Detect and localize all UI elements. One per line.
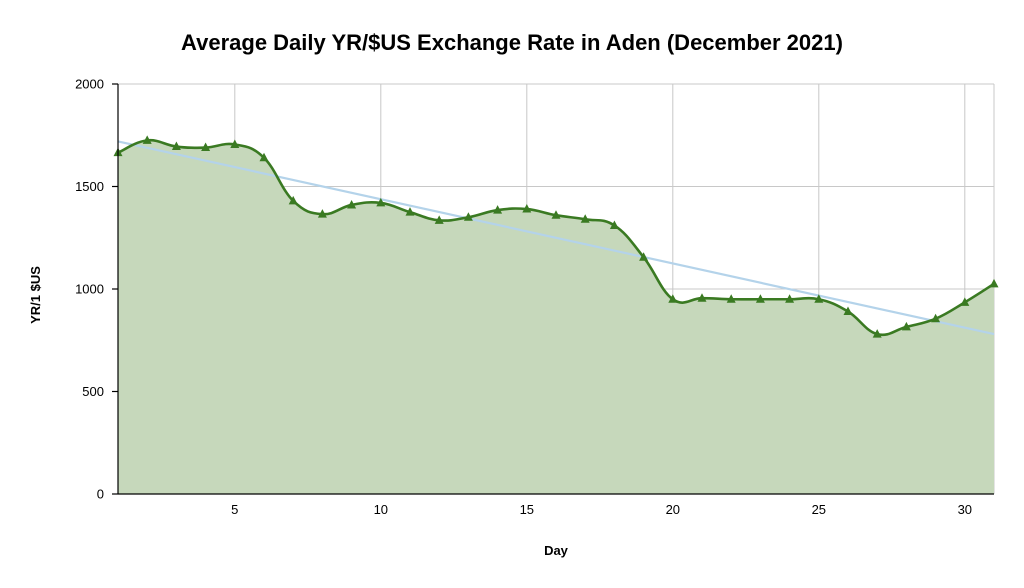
- data-point: [668, 294, 678, 303]
- data-point: [551, 210, 561, 219]
- data-point: [347, 199, 357, 209]
- x-tick-label: 25: [812, 502, 826, 517]
- y-axis-label: YR/1 $US: [28, 266, 43, 324]
- data-point: [639, 252, 649, 261]
- data-point: [463, 212, 473, 221]
- data-point: [843, 306, 853, 316]
- y-tick-label: 1500: [75, 179, 104, 194]
- markers-layer: [113, 135, 999, 338]
- data-point: [726, 294, 736, 303]
- area-layer: [118, 140, 994, 494]
- data-point: [230, 139, 240, 148]
- y-tick-label: 2000: [75, 77, 104, 92]
- x-tick-label: 5: [231, 502, 238, 517]
- y-tick-label: 0: [97, 487, 104, 502]
- data-point: [960, 297, 970, 306]
- data-point: [814, 294, 824, 303]
- y-tick-label: 1000: [75, 282, 104, 297]
- data-point: [901, 321, 911, 331]
- data-point: [697, 293, 707, 302]
- data-point: [142, 135, 152, 144]
- x-axis-label: Day: [544, 543, 569, 558]
- data-point: [405, 207, 415, 216]
- data-point: [931, 313, 941, 323]
- data-point: [872, 329, 882, 338]
- data-point: [493, 205, 503, 214]
- data-point: [580, 214, 590, 223]
- data-point: [259, 152, 269, 162]
- axes: [112, 83, 994, 495]
- data-point: [288, 195, 298, 205]
- x-tick-label: 30: [958, 502, 972, 517]
- data-point: [171, 141, 181, 151]
- data-point: [989, 278, 999, 288]
- x-tick-label: 15: [520, 502, 534, 517]
- x-tick-label: 10: [374, 502, 388, 517]
- data-point: [201, 142, 211, 152]
- data-point: [376, 197, 386, 207]
- x-tick-label: 20: [666, 502, 680, 517]
- data-point: [434, 215, 444, 224]
- trendline-layer: [117, 140, 995, 336]
- chart-title: Average Daily YR/$US Exchange Rate in Ad…: [181, 30, 843, 55]
- data-point: [609, 220, 619, 229]
- y-tick-label: 500: [82, 384, 104, 399]
- data-point: [317, 209, 327, 218]
- tick-labels: 0 500 1000 1500 2000 5 10 15 20 25 30: [75, 77, 972, 518]
- data-point: [785, 294, 795, 303]
- trendline: [117, 140, 995, 336]
- series-area: [118, 140, 994, 494]
- data-point: [522, 204, 532, 213]
- data-point: [755, 294, 765, 303]
